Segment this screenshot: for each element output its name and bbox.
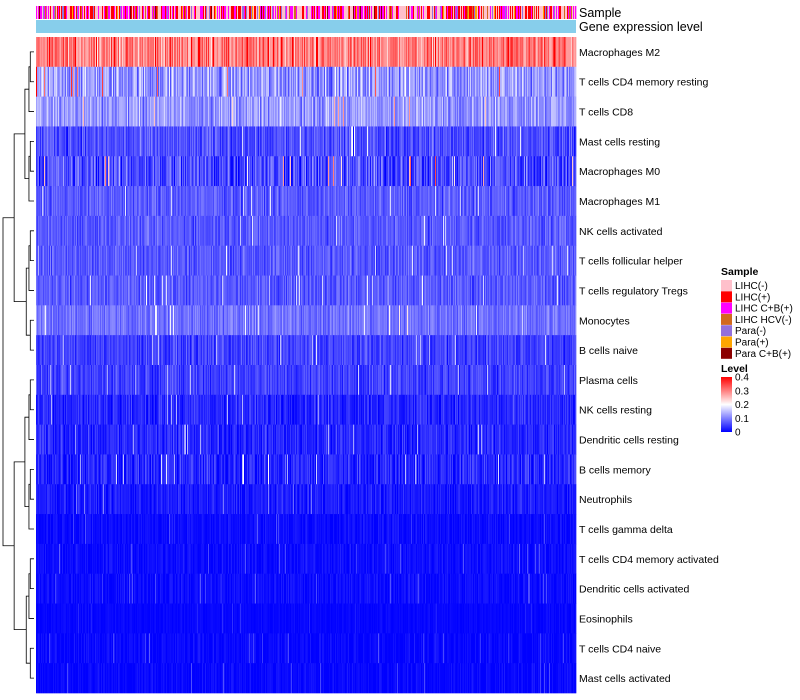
heatmap-figure: Sample Gene expression level Macrophages… <box>0 0 800 700</box>
heatmap-row <box>36 97 576 127</box>
heatmap-row <box>36 246 576 276</box>
heatmap-row <box>36 126 576 156</box>
heatmap-row <box>36 156 576 186</box>
heatmap-cell <box>575 97 576 127</box>
heatmap-cell <box>575 67 576 97</box>
sample-annotation-cell <box>575 6 576 19</box>
heatmap-row <box>36 186 576 216</box>
gene-expression-bar <box>36 20 576 33</box>
heatmap-row <box>36 216 576 246</box>
heatmap-row <box>36 37 576 67</box>
heatmap-cell <box>575 156 576 186</box>
heatmap-cell <box>575 246 576 276</box>
gene-expression-annotation-label: Gene expression level <box>579 20 703 34</box>
sample-annotation-label: Sample <box>579 6 621 20</box>
heatmap-cell <box>575 126 576 156</box>
heatmap-cells <box>36 37 576 693</box>
heatmap-row <box>36 276 576 306</box>
sample-annotation-bar <box>36 6 576 19</box>
heatmap-row <box>36 67 576 97</box>
heatmap-cell <box>575 37 576 67</box>
heatmap-cell <box>575 216 576 246</box>
heatmap-cell <box>575 186 576 216</box>
gene-expression-annotation-bar <box>36 20 576 33</box>
